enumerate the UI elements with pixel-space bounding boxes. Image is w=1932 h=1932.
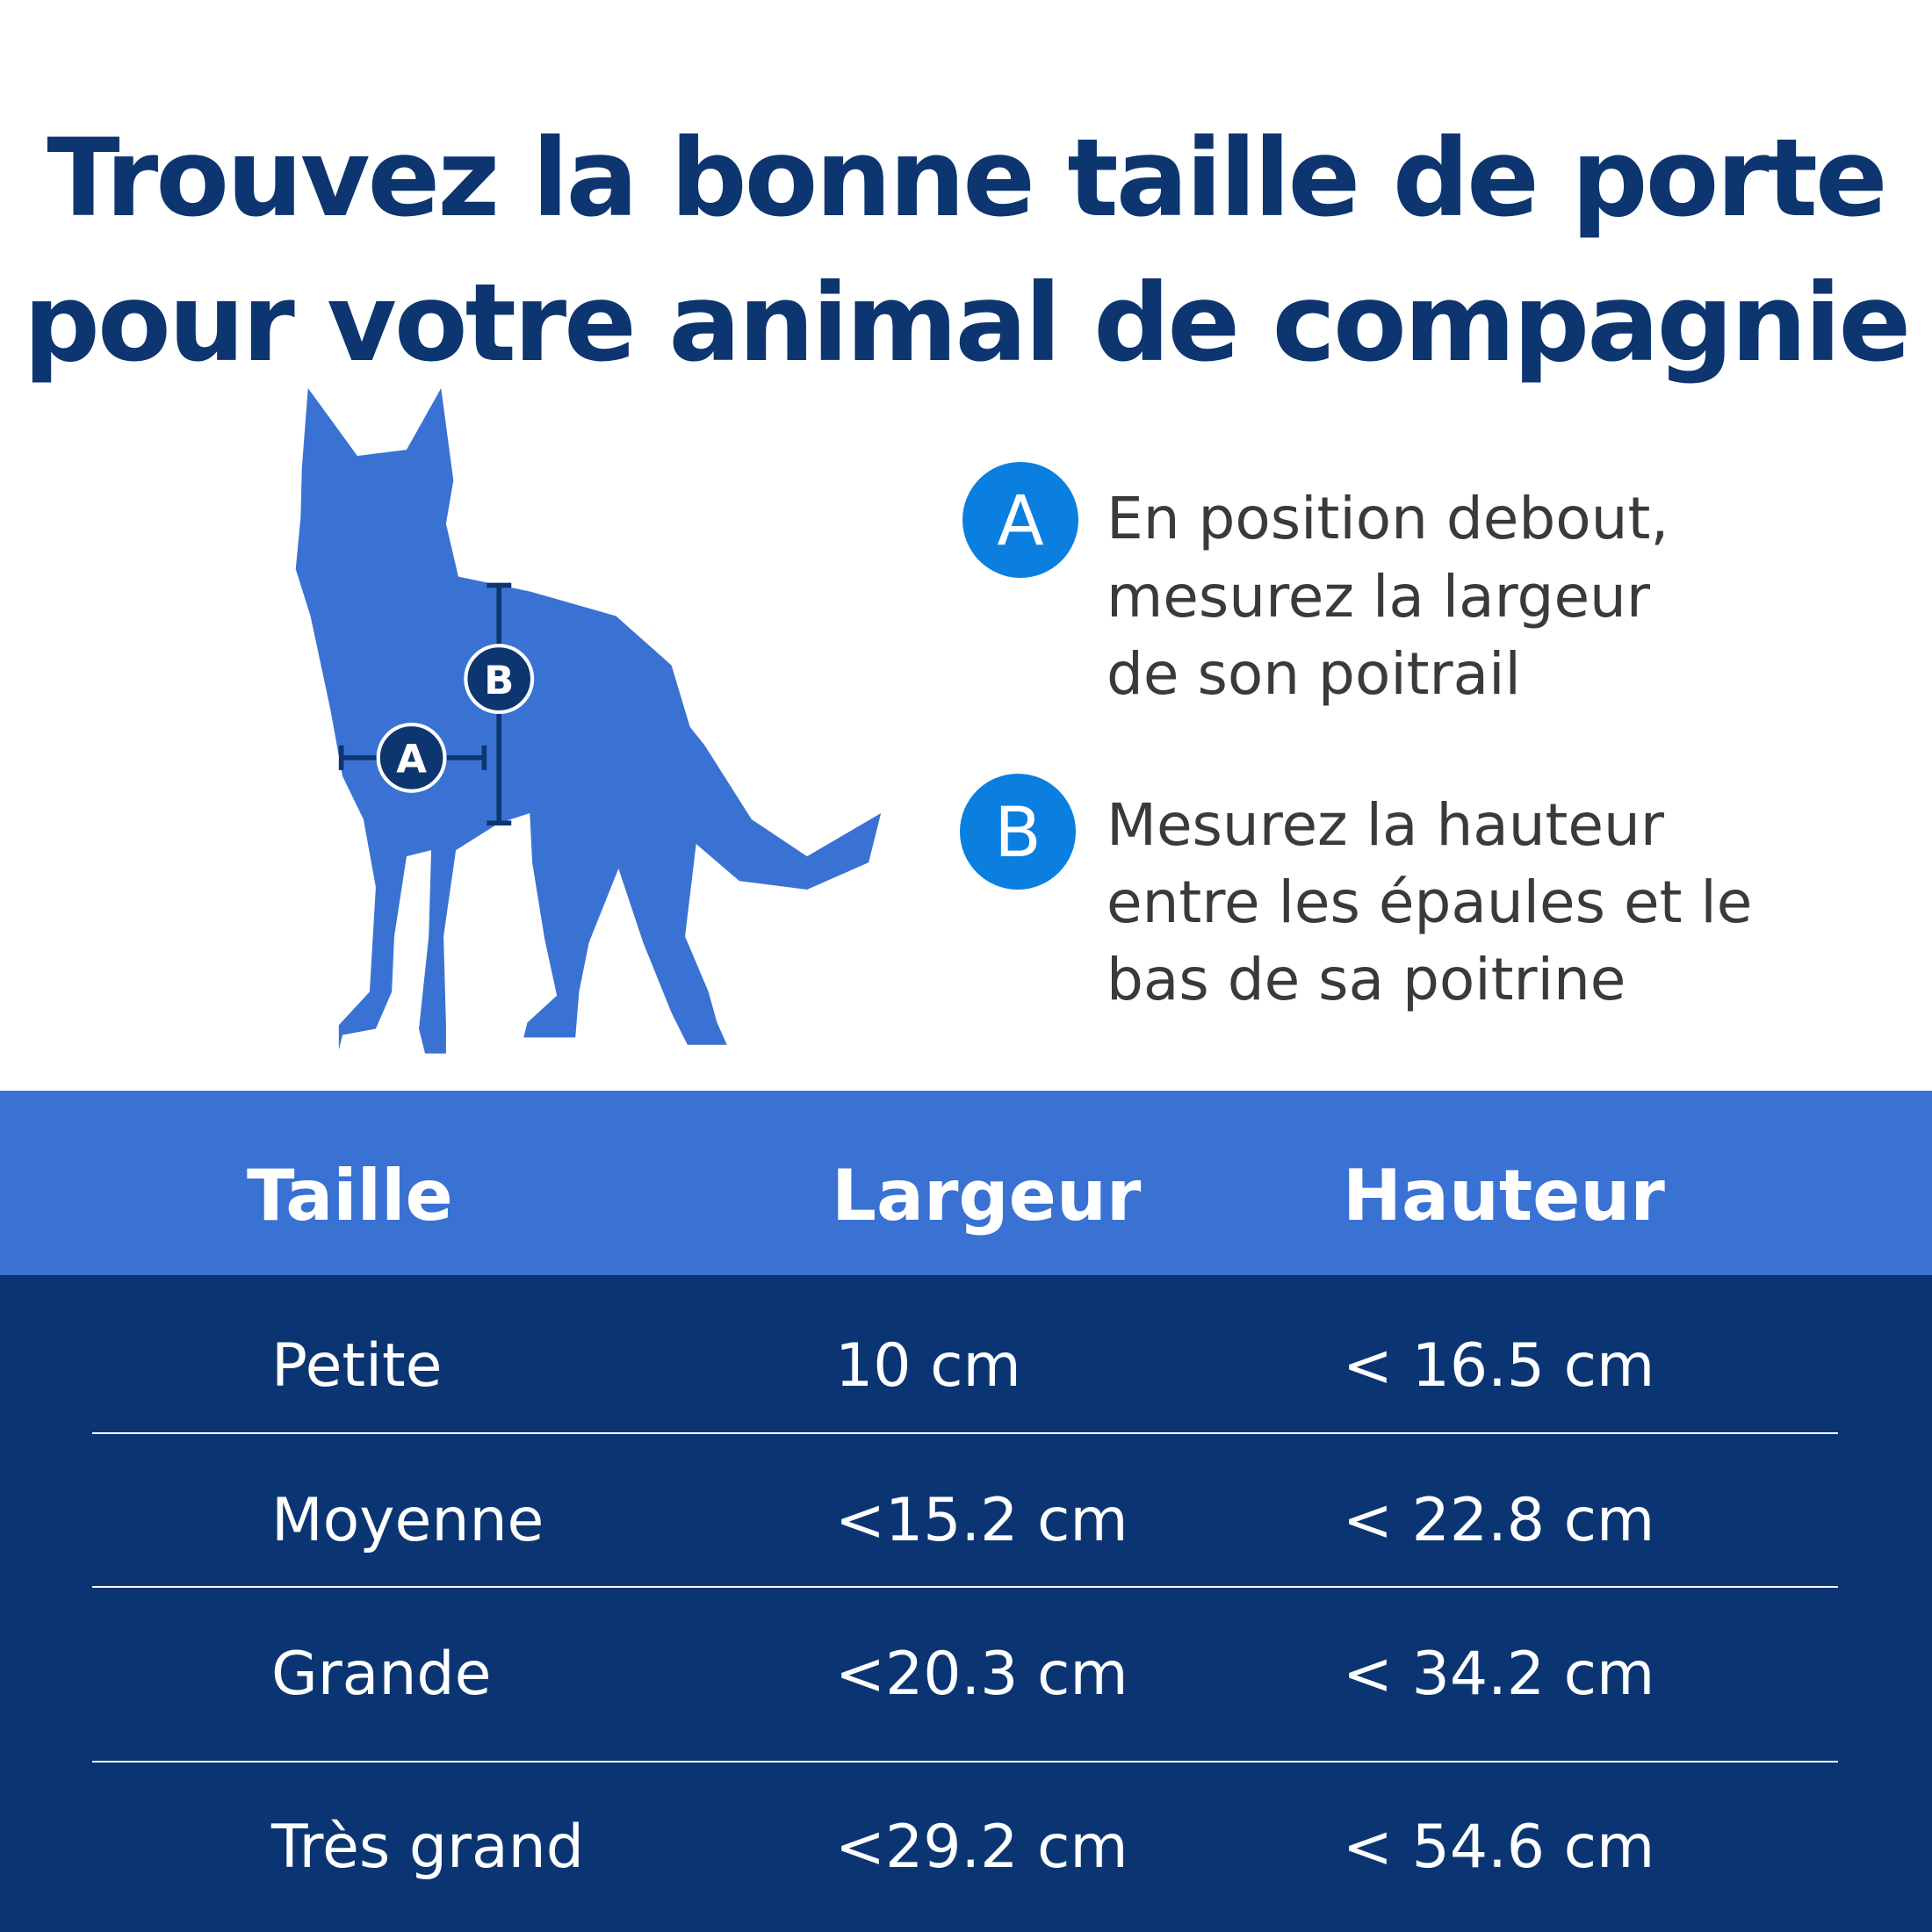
title-line: pour votre animal de compagnie (24, 261, 1909, 386)
legend-circle (960, 774, 1076, 890)
table-body (0, 1275, 1932, 1932)
badge-letter: A (396, 736, 427, 782)
badge-b (464, 644, 535, 715)
title-line: Trouvez la bonne taille de porte (47, 116, 1885, 241)
legend-letter: A (997, 482, 1043, 561)
table-cell: <15.2 cm (835, 1486, 1128, 1555)
table-header-band (0, 1091, 1932, 1275)
legend-text: de son poitrail (1107, 640, 1521, 708)
table-cell: 10 cm (835, 1331, 1021, 1401)
badge-letter: B (484, 657, 514, 703)
legend-letter: B (994, 794, 1042, 873)
legend-text: En position debout, (1107, 485, 1669, 552)
column-header: Largeur (832, 1155, 1142, 1236)
table-cell: < 54.6 cm (1343, 1813, 1654, 1882)
column-header: Hauteur (1343, 1155, 1665, 1236)
table-cell: < 22.8 cm (1343, 1486, 1654, 1555)
dog-silhouette (295, 387, 882, 1054)
table-cell: Petite (271, 1331, 442, 1401)
table-cell: Moyenne (271, 1486, 544, 1555)
dog-illustration: A B (295, 387, 882, 1054)
legend-circle (962, 462, 1078, 578)
table-cell: Très grand (270, 1813, 584, 1882)
table-cell: Grande (271, 1640, 491, 1709)
legend-text: bas de sa poitrine (1107, 946, 1626, 1013)
table-cell: <20.3 cm (835, 1640, 1128, 1709)
table-cell: < 34.2 cm (1343, 1640, 1654, 1709)
legend-text: entre les épaules et le (1107, 869, 1752, 936)
legend-text: Mesurez la hauteur (1107, 791, 1665, 859)
badge-a (376, 722, 447, 793)
column-header: Taille (247, 1155, 453, 1236)
legend-text: mesurez la largeur (1107, 563, 1651, 631)
table-cell: <29.2 cm (835, 1813, 1128, 1882)
table-cell: < 16.5 cm (1343, 1331, 1654, 1401)
